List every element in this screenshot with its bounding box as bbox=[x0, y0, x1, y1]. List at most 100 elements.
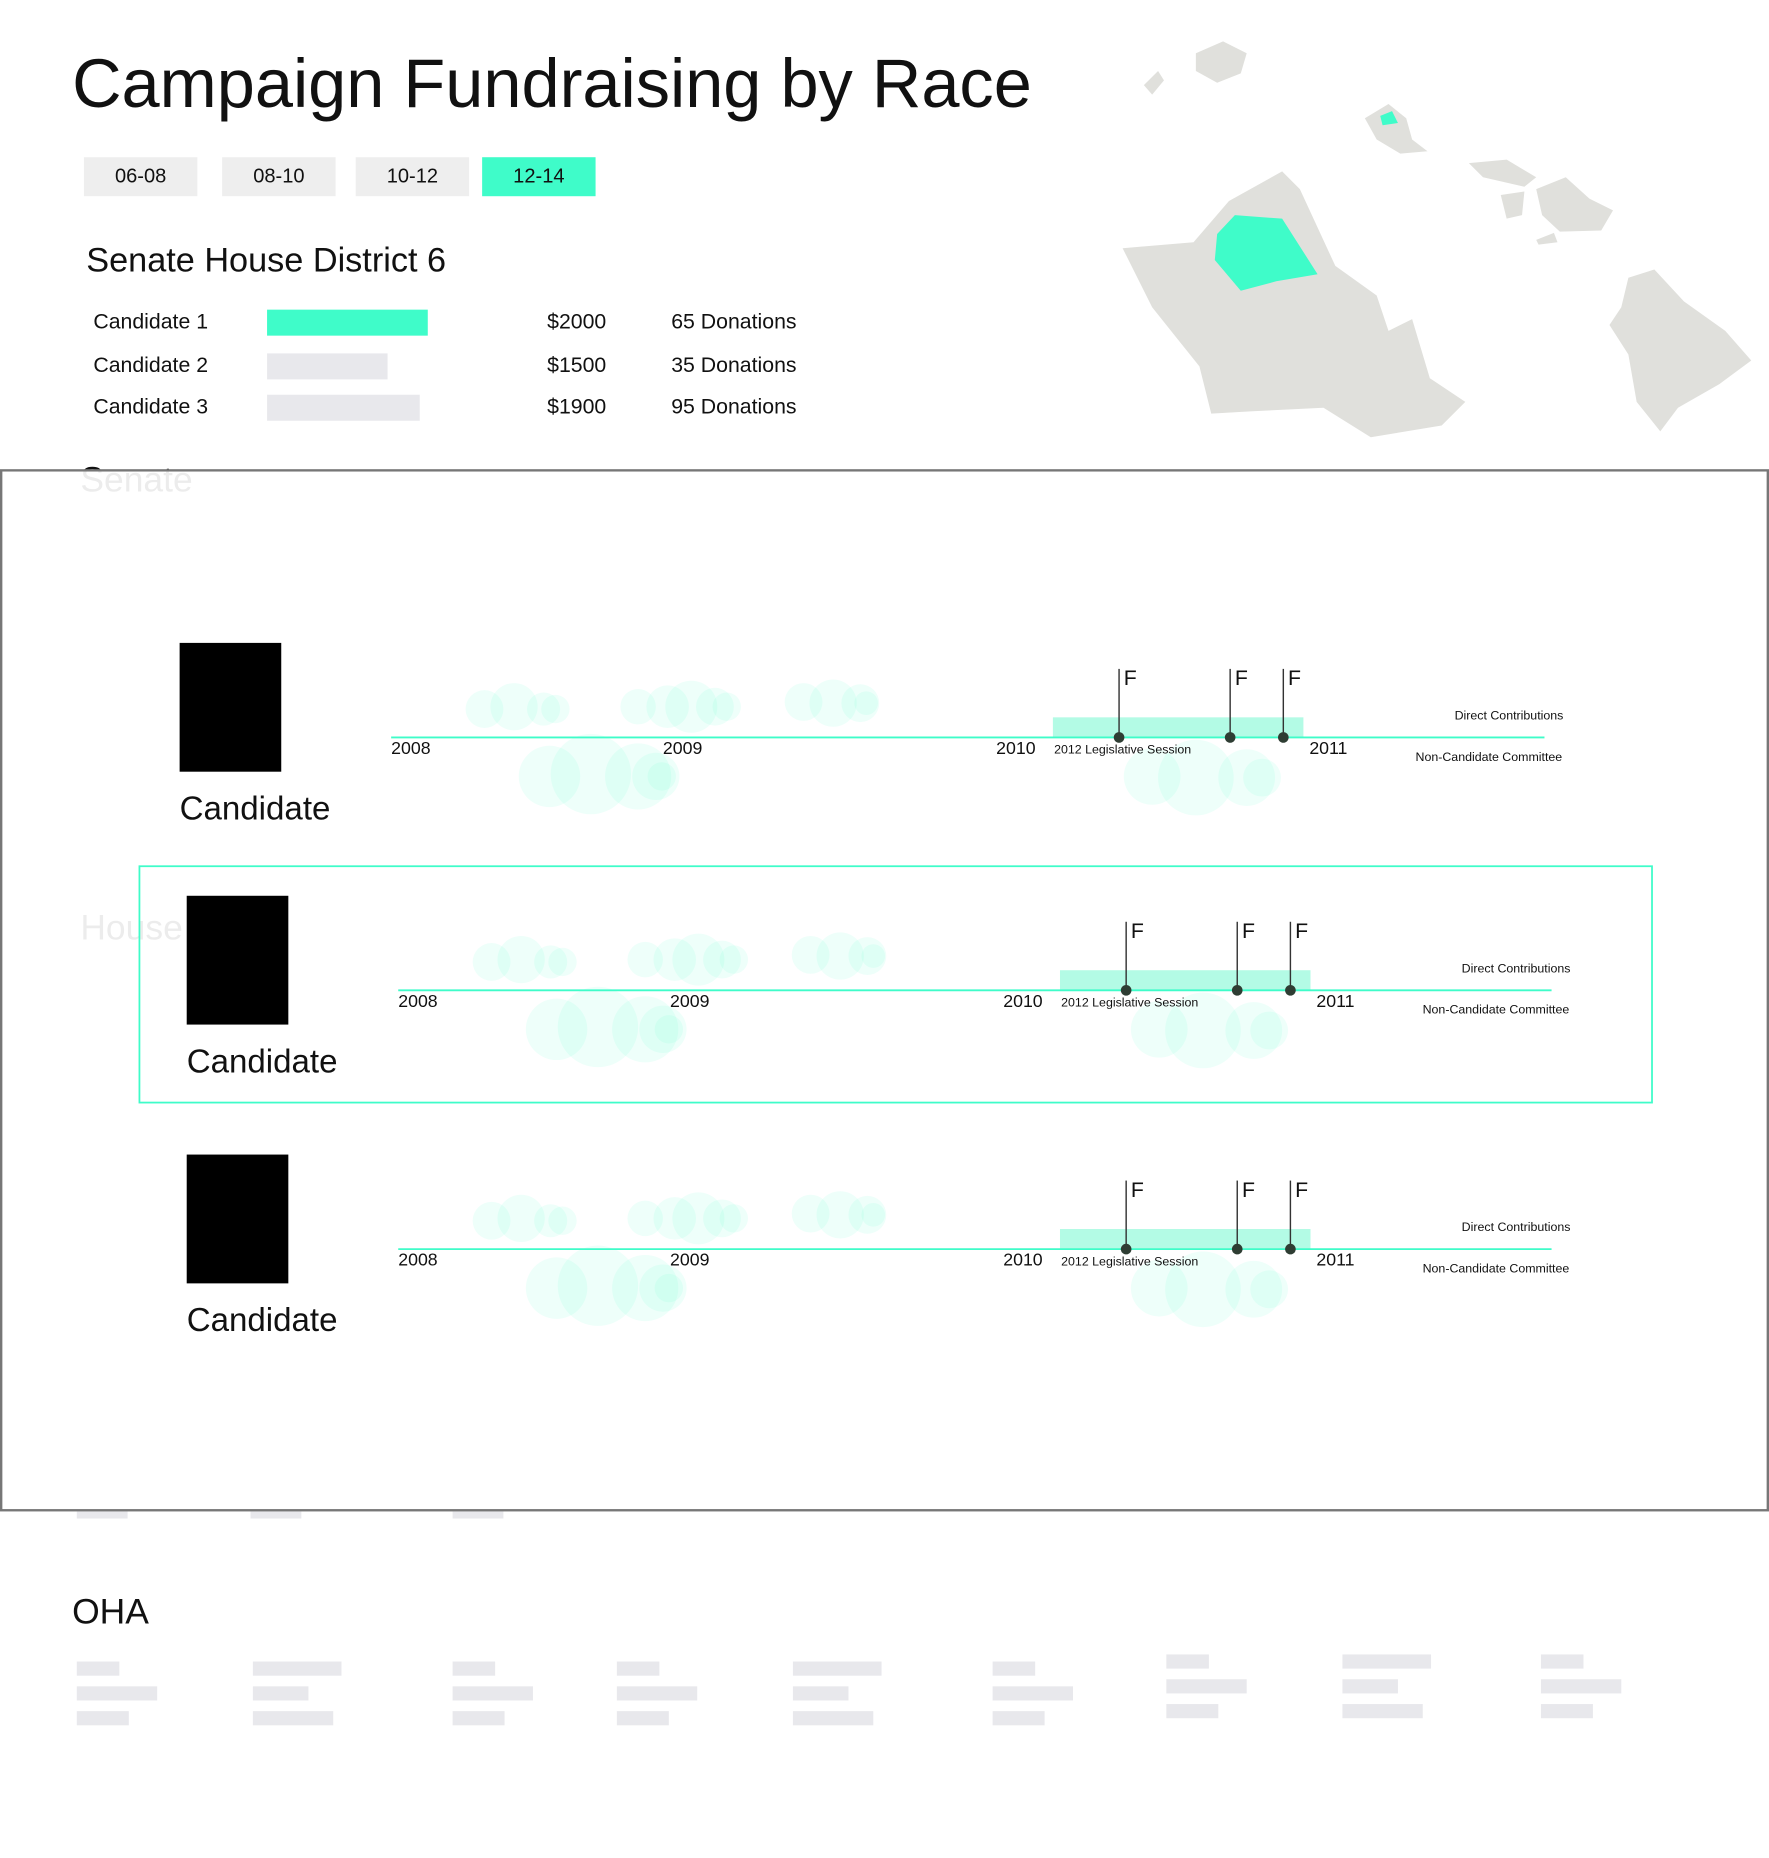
candidate-name: Candidate 3 bbox=[93, 394, 208, 418]
donations: 35 Donations bbox=[671, 353, 796, 377]
placeholder bbox=[1166, 1704, 1219, 1719]
page-title: Campaign Fundraising by Race bbox=[72, 45, 1032, 122]
race-title: Senate House District 6 bbox=[86, 241, 446, 279]
year-label: 2011 bbox=[1316, 1250, 1354, 1270]
tab-label[interactable]: 06-08 bbox=[115, 166, 166, 188]
bubble bbox=[1250, 1011, 1289, 1050]
bubble bbox=[525, 1257, 588, 1319]
placeholder bbox=[452, 1511, 504, 1519]
year-label: 2011 bbox=[1316, 991, 1354, 1011]
tab[interactable]: 08-10 bbox=[222, 157, 336, 197]
flag-label: F bbox=[1295, 919, 1308, 943]
bubble bbox=[1218, 749, 1276, 806]
placeholder bbox=[616, 1711, 669, 1726]
placeholder bbox=[452, 1686, 533, 1701]
bubble bbox=[527, 692, 561, 726]
bubble bbox=[612, 996, 679, 1063]
tab-bg[interactable] bbox=[482, 157, 596, 197]
candidate-name: Candidate bbox=[180, 790, 331, 827]
placeholder bbox=[792, 1686, 849, 1701]
bubble bbox=[654, 1015, 684, 1044]
flag-label: F bbox=[1131, 919, 1144, 943]
series-label: Direct Contributions bbox=[1455, 708, 1564, 722]
candidate-name: Candidate bbox=[187, 1302, 338, 1339]
bubble bbox=[854, 691, 879, 715]
placeholder bbox=[1540, 1654, 1584, 1669]
placeholder bbox=[1342, 1679, 1398, 1694]
session-band bbox=[1052, 717, 1304, 738]
bubble bbox=[1158, 739, 1234, 816]
placeholder bbox=[452, 1711, 505, 1726]
placeholder bbox=[76, 1711, 129, 1726]
flag-dot bbox=[1120, 1243, 1132, 1255]
bubble bbox=[1250, 1270, 1289, 1309]
tab-label[interactable]: 12-14 bbox=[513, 166, 564, 188]
bubble bbox=[696, 687, 734, 726]
placeholder bbox=[1342, 1654, 1432, 1669]
session-band bbox=[1059, 1229, 1311, 1250]
flag-label: F bbox=[1288, 666, 1301, 690]
tab-label[interactable]: 08-10 bbox=[253, 166, 304, 188]
bubble bbox=[627, 1200, 663, 1237]
candidate-row[interactable]: Candidate 2008 2009 2010 2011 2012 Legislativ… bbox=[138, 865, 1653, 1104]
bubble bbox=[497, 935, 545, 984]
amount: $1900 bbox=[547, 394, 606, 418]
placeholder bbox=[792, 1711, 874, 1726]
placeholder bbox=[616, 1686, 698, 1701]
bubble bbox=[518, 745, 581, 808]
bubble bbox=[712, 692, 741, 721]
placeholder bbox=[452, 1661, 496, 1676]
bubble bbox=[672, 933, 725, 986]
amount-bar bbox=[267, 353, 388, 380]
bubble bbox=[612, 1255, 679, 1322]
placeholder bbox=[1166, 1654, 1209, 1669]
session-band bbox=[1059, 970, 1311, 991]
section-title: OHA bbox=[72, 1592, 149, 1632]
donations: 95 Donations bbox=[671, 394, 796, 418]
tab-bg[interactable] bbox=[83, 157, 198, 197]
bubble bbox=[1123, 748, 1181, 805]
candidate-row[interactable]: Candidate 2008 2009 2010 2011 2012 Legislativ… bbox=[187, 1154, 1571, 1340]
bubble bbox=[534, 945, 568, 979]
oha-placeholders bbox=[76, 1654, 1622, 1726]
series-label: Non-Candidate Committee bbox=[1423, 1003, 1570, 1017]
bubble bbox=[784, 683, 823, 721]
bubble bbox=[647, 762, 676, 791]
candidate-photo bbox=[179, 642, 282, 772]
placeholder bbox=[992, 1686, 1073, 1701]
island bbox=[1536, 177, 1614, 232]
tab-bg[interactable] bbox=[222, 157, 336, 197]
placeholder bbox=[76, 1661, 120, 1676]
placeholder bbox=[1540, 1704, 1593, 1719]
series-label: Non-Candidate Committee bbox=[1415, 750, 1562, 764]
year-label: 2009 bbox=[663, 738, 703, 758]
amount: $1500 bbox=[547, 353, 606, 377]
year-label: 2009 bbox=[670, 991, 710, 1011]
bubble bbox=[472, 1201, 511, 1240]
candidate-row[interactable]: Candidate 2008 2009 2010 2011 2012 Legislativ… bbox=[179, 642, 1564, 828]
tab[interactable]: 06-08 bbox=[83, 157, 198, 197]
island bbox=[1364, 104, 1428, 154]
bubble bbox=[550, 733, 632, 815]
tab[interactable]: 10-12 bbox=[355, 157, 470, 197]
bubble bbox=[632, 752, 680, 801]
placeholder bbox=[992, 1661, 1036, 1676]
candidate-name: Candidate bbox=[187, 1043, 338, 1080]
session-label: 2012 Legislative Session bbox=[1061, 996, 1198, 1010]
bubble bbox=[557, 986, 639, 1068]
tab-label[interactable]: 10-12 bbox=[387, 166, 438, 188]
bubble bbox=[861, 1203, 886, 1227]
placeholder bbox=[992, 1711, 1045, 1726]
tab[interactable]: 12-14 bbox=[482, 157, 596, 197]
bubble bbox=[1165, 992, 1241, 1069]
bubble bbox=[861, 944, 886, 968]
tab-bg[interactable] bbox=[355, 157, 470, 197]
year-label: 2010 bbox=[996, 738, 1036, 758]
year-label: 2010 bbox=[1003, 1250, 1043, 1270]
candidate-name: Candidate 1 bbox=[93, 309, 208, 333]
bubble bbox=[620, 688, 656, 725]
flag-dot bbox=[1285, 984, 1296, 996]
year-label: 2009 bbox=[670, 1250, 710, 1270]
island bbox=[1195, 41, 1247, 83]
bubble bbox=[703, 940, 741, 979]
